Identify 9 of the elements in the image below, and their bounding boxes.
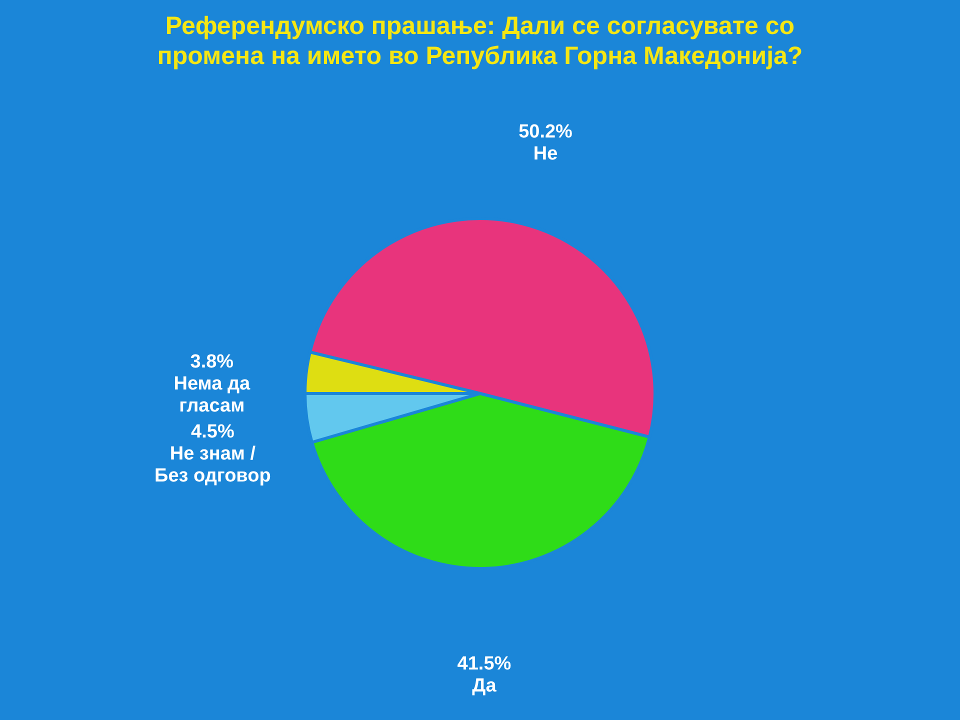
chart-title: Референдумско прашање: Дали се согласувате со промена на името во Република Горна Македонија? [157, 12, 803, 70]
slice-label: Не [533, 144, 558, 165]
slice-label: Нема да гласам [174, 373, 251, 416]
data-label: 3.8% [190, 351, 234, 372]
data-label: 4.5% [191, 422, 234, 443]
slice-label: Да [472, 675, 497, 696]
data-label: 50.2% [518, 122, 573, 143]
data-label: 41.5% [457, 653, 512, 674]
slice-label: Не знам / Без одговор [154, 444, 271, 487]
